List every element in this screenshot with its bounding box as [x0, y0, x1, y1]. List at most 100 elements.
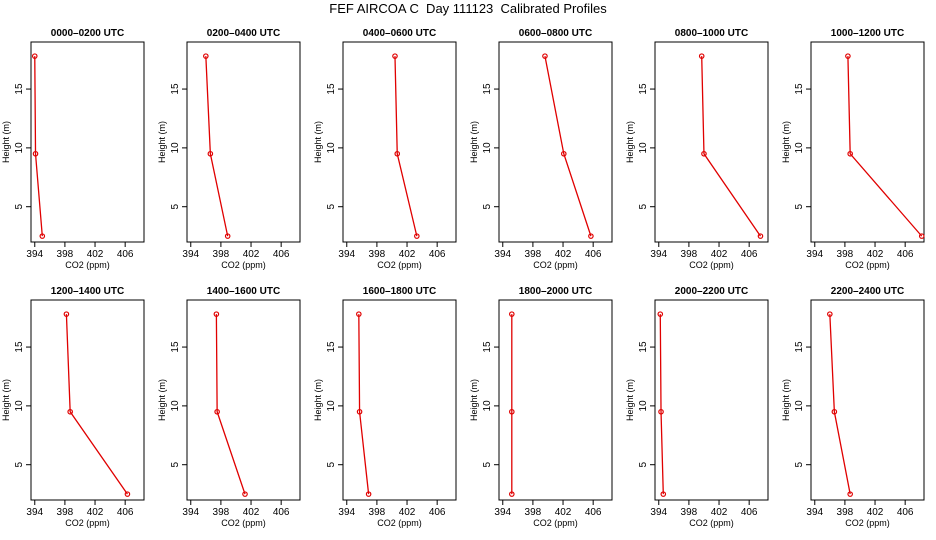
x-axis-label: CO2 (ppm)	[533, 260, 578, 270]
y-axis-label: Height (m)	[625, 379, 635, 421]
profile-point	[203, 53, 209, 59]
y-tick-label: 10	[326, 142, 337, 154]
panel-frame	[498, 299, 613, 501]
panel-frame	[654, 299, 769, 501]
x-tick-label: 398	[681, 249, 698, 260]
panel-9: 1600–1800 UTC 394 398 402 406 CO2 (ppm) 5 10 15 H…	[313, 286, 457, 528]
y-tick-label: 10	[326, 400, 337, 412]
x-tick-label: 406	[585, 249, 602, 260]
profile-point	[124, 491, 131, 497]
y-tick-label: 10	[794, 142, 805, 154]
profile-line	[394, 56, 418, 237]
profile-line	[659, 314, 664, 495]
y-tick-label: 5	[482, 203, 493, 209]
x-tick-label: 398	[213, 249, 230, 260]
panel-4: 0600–0800 UTC 394 398 402 406 CO2 (ppm) 5 10 15 H…	[469, 28, 613, 270]
y-axis-label: Height (m)	[313, 121, 323, 163]
x-tick-label: 406	[741, 507, 758, 518]
x-tick-label: 406	[429, 249, 446, 260]
x-tick-label: 402	[711, 249, 728, 260]
profile-point	[657, 311, 664, 317]
profile-point	[847, 491, 853, 497]
panel-title: 2000–2200 UTC	[675, 286, 748, 297]
profile-point	[214, 408, 220, 415]
panel-title: 0200–0400 UTC	[207, 28, 280, 39]
profile-point	[207, 150, 214, 157]
profile-point	[31, 53, 38, 59]
x-tick-label: 398	[525, 507, 542, 518]
profile-point	[394, 150, 401, 157]
x-tick-label: 394	[806, 249, 823, 260]
panel-7: 1200–1400 UTC 394 398 402 406 CO2 (ppm) 5 10 15 H…	[1, 286, 145, 528]
panel-frame	[342, 299, 457, 501]
y-tick-label: 5	[326, 461, 337, 467]
profile-point	[658, 408, 664, 415]
x-tick-label: 398	[681, 507, 698, 518]
panel-11: 2000–2200 UTC 394 398 402 406 CO2 (ppm) 5 10 15 H…	[625, 286, 769, 528]
profile-point	[32, 150, 39, 157]
panel-6: 1000–1200 UTC 394 398 402 406 CO2 (ppm) 5 10 15 H…	[781, 28, 925, 270]
y-tick-label: 10	[794, 400, 805, 412]
x-tick-label: 394	[338, 249, 355, 260]
x-tick-label: 398	[369, 249, 386, 260]
y-tick-label: 15	[170, 341, 181, 353]
profile-point	[698, 53, 705, 59]
profile-line	[34, 56, 43, 237]
profile-point	[757, 233, 764, 239]
x-tick-label: 394	[338, 507, 355, 518]
panel-1: 0000–0200 UTC 394 398 402 406 CO2 (ppm) 5 10 15 H…	[1, 28, 145, 270]
x-tick-label: 402	[399, 507, 416, 518]
y-axis-label: Height (m)	[157, 121, 167, 163]
x-tick-label: 406	[117, 507, 134, 518]
y-tick-label: 15	[482, 341, 493, 353]
profile-point	[509, 491, 515, 497]
profile-point	[365, 491, 372, 497]
y-axis-label: Height (m)	[781, 121, 791, 163]
profile-line	[205, 56, 229, 237]
profile-point	[542, 53, 548, 59]
x-tick-label: 402	[711, 507, 728, 518]
x-tick-label: 402	[243, 249, 260, 260]
x-axis-label: CO2 (ppm)	[689, 518, 734, 528]
x-axis-label: CO2 (ppm)	[845, 260, 890, 270]
y-tick-label: 5	[326, 203, 337, 209]
profile-line	[829, 314, 851, 495]
y-tick-label: 15	[638, 83, 649, 95]
x-tick-label: 398	[57, 249, 74, 260]
profile-point	[660, 491, 667, 497]
x-tick-label: 402	[555, 507, 572, 518]
y-tick-label: 10	[638, 400, 649, 412]
x-axis-label: CO2 (ppm)	[377, 260, 422, 270]
profile-point	[918, 233, 925, 239]
y-tick-label: 10	[482, 400, 493, 412]
y-tick-label: 5	[14, 461, 25, 467]
x-tick-label: 402	[87, 249, 104, 260]
y-axis-label: Height (m)	[313, 379, 323, 421]
panel-frame	[30, 299, 145, 501]
profile-point	[701, 150, 707, 157]
panel-frame	[186, 41, 301, 243]
profile-point	[509, 311, 515, 317]
x-tick-label: 406	[273, 249, 290, 260]
panel-title: 1600–1800 UTC	[363, 286, 436, 297]
y-tick-label: 15	[326, 341, 337, 353]
profile-point	[39, 233, 46, 239]
y-tick-label: 15	[638, 341, 649, 353]
y-tick-label: 5	[794, 461, 805, 467]
x-tick-label: 398	[369, 507, 386, 518]
y-tick-label: 15	[482, 83, 493, 95]
panel-5: 0800–1000 UTC 394 398 402 406 CO2 (ppm) 5 10 15 H…	[625, 28, 769, 270]
x-tick-label: 402	[243, 507, 260, 518]
x-tick-label: 406	[273, 507, 290, 518]
y-tick-label: 15	[326, 83, 337, 95]
y-tick-label: 15	[794, 83, 805, 95]
profile-line	[847, 56, 923, 237]
x-tick-label: 394	[26, 507, 43, 518]
y-tick-label: 5	[794, 203, 805, 209]
profile-point	[831, 408, 838, 415]
x-tick-label: 394	[182, 507, 199, 518]
profile-point	[242, 491, 248, 497]
panel-title: 1400–1600 UTC	[207, 286, 280, 297]
y-tick-label: 5	[482, 461, 493, 467]
y-tick-label: 5	[170, 461, 181, 467]
